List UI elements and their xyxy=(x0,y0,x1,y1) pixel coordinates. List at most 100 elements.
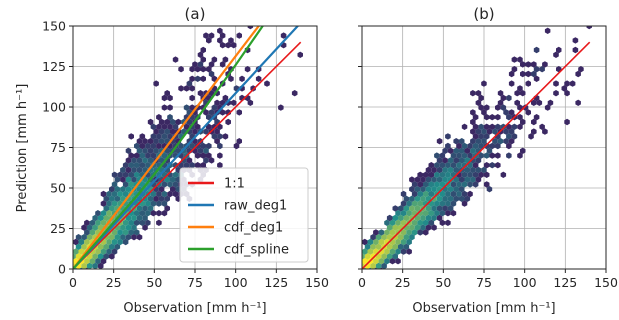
density-hexbin xyxy=(131,224,137,231)
density-hexbin xyxy=(145,162,151,169)
density-hexbin xyxy=(128,162,134,169)
density-hexbin xyxy=(278,104,284,111)
density-hexbin xyxy=(525,70,531,78)
y-tick-label: 50 xyxy=(50,181,66,196)
density-hexbin xyxy=(475,90,482,97)
density-hexbin xyxy=(153,128,159,135)
density-hexbin xyxy=(150,152,157,159)
density-hexbin xyxy=(414,186,421,193)
density-hexbin xyxy=(389,229,396,236)
density-hexbin xyxy=(398,234,404,241)
density-hexbin xyxy=(495,142,501,150)
density-hexbin xyxy=(436,166,443,174)
panel-b-density-points xyxy=(362,26,592,269)
density-hexbin xyxy=(400,200,407,207)
density-hexbin xyxy=(450,210,457,217)
density-hexbin xyxy=(109,205,115,212)
density-hexbin xyxy=(219,109,226,116)
density-hexbin xyxy=(86,224,93,231)
density-hexbin xyxy=(472,171,479,178)
density-hexbin xyxy=(117,229,123,236)
density-hexbin xyxy=(120,166,126,174)
density-hexbin xyxy=(364,253,371,260)
density-hexbin xyxy=(525,80,531,87)
density-hexbin xyxy=(442,205,448,212)
density-hexbin xyxy=(156,200,162,207)
density-hexbin xyxy=(414,224,421,231)
density-hexbin xyxy=(125,147,132,154)
series-line-cdf-deg1 xyxy=(73,26,261,269)
density-hexbin xyxy=(200,152,206,159)
density-hexbin xyxy=(492,138,498,145)
density-hexbin xyxy=(136,205,143,212)
density-hexbin xyxy=(156,142,162,150)
density-hexbin xyxy=(150,210,157,217)
density-hexbin xyxy=(125,176,132,183)
density-hexbin xyxy=(459,176,465,183)
density-hexbin xyxy=(475,99,482,106)
density-hexbin xyxy=(167,104,173,111)
density-hexbin xyxy=(483,133,490,140)
density-hexbin xyxy=(483,171,490,178)
density-hexbin xyxy=(400,190,407,198)
density-hexbin xyxy=(461,190,468,198)
density-hexbin xyxy=(381,234,387,241)
density-hexbin xyxy=(447,195,454,202)
density-hexbin xyxy=(400,238,407,246)
density-hexbin xyxy=(147,138,154,145)
density-hexbin xyxy=(109,253,115,260)
density-hexbin xyxy=(544,27,551,34)
density-hexbin xyxy=(569,80,576,87)
density-hexbin xyxy=(139,219,146,226)
density-hexbin xyxy=(489,142,495,150)
density-hexbin xyxy=(459,157,465,164)
density-hexbin xyxy=(420,195,426,202)
density-hexbin xyxy=(81,224,87,231)
density-hexbin xyxy=(214,99,220,106)
density-hexbin xyxy=(236,32,242,39)
density-hexbin xyxy=(428,190,435,198)
density-hexbin xyxy=(111,229,118,236)
density-hexbin xyxy=(203,32,209,39)
density-hexbin xyxy=(539,123,545,130)
y-tick-label: 125 xyxy=(42,59,66,74)
density-hexbin xyxy=(428,162,435,169)
density-hexbin xyxy=(145,152,151,159)
density-hexbin xyxy=(100,210,107,217)
density-hexbin xyxy=(395,238,401,246)
density-hexbin xyxy=(461,171,468,178)
density-hexbin xyxy=(467,152,473,159)
density-hexbin xyxy=(439,210,446,217)
density-hexbin xyxy=(472,114,479,121)
density-hexbin xyxy=(417,200,423,207)
density-hexbin xyxy=(122,238,129,246)
density-hexbin xyxy=(406,248,412,255)
density-hexbin xyxy=(450,190,457,198)
density-hexbin xyxy=(200,162,206,169)
density-hexbin xyxy=(367,238,374,246)
density-hexbin xyxy=(233,142,240,150)
density-hexbin xyxy=(164,90,170,97)
density-hexbin xyxy=(517,85,523,92)
density-hexbin xyxy=(214,128,220,135)
density-hexbin xyxy=(453,186,459,193)
density-hexbin xyxy=(492,128,498,135)
density-hexbin xyxy=(464,166,471,174)
density-hexbin xyxy=(136,166,143,174)
panel-a-y-axis-label: Prediction [mm h⁻¹] xyxy=(15,84,30,213)
density-hexbin xyxy=(478,104,484,111)
density-hexbin xyxy=(100,219,107,226)
density-hexbin xyxy=(386,253,393,260)
density-hexbin xyxy=(481,128,487,135)
density-hexbin xyxy=(478,152,484,159)
density-hexbin xyxy=(500,123,507,130)
density-hexbin xyxy=(156,219,162,226)
density-hexbin xyxy=(228,75,234,82)
density-hexbin xyxy=(445,219,451,226)
density-hexbin xyxy=(183,162,190,169)
density-hexbin xyxy=(211,123,218,130)
density-hexbin xyxy=(478,94,484,102)
density-hexbin xyxy=(442,157,448,164)
density-hexbin xyxy=(384,258,390,265)
density-hexbin xyxy=(89,229,96,236)
